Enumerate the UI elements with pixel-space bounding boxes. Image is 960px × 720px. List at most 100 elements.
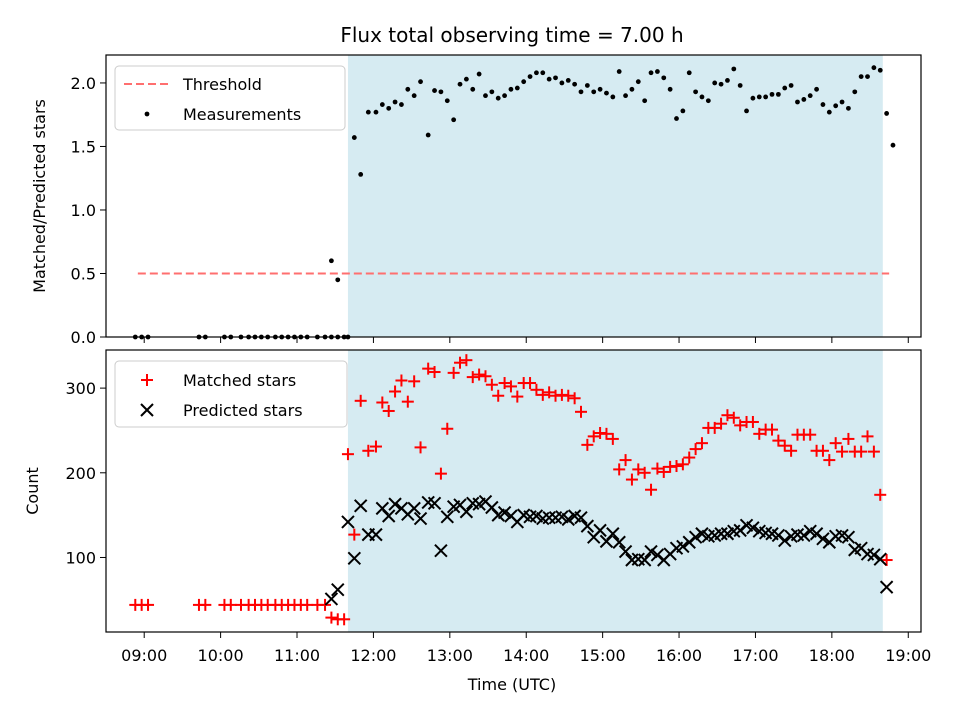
matched-star-point [428, 366, 441, 379]
predicted-star-point [369, 527, 383, 542]
matched-star-point [645, 483, 658, 496]
matched-star-point [422, 362, 435, 375]
ratio-y-tick-label: 2.0 [71, 74, 96, 93]
measurement-point [604, 90, 609, 96]
measurement-point [457, 81, 463, 87]
measurement-point [476, 71, 482, 77]
measurement-point [699, 94, 705, 100]
measurement-point [775, 91, 781, 97]
x-axis-label: Time (UTC) [467, 675, 556, 694]
time-x-tick-label: 15:00 [580, 646, 626, 665]
matched-star-point [369, 440, 382, 453]
measurement-point [884, 111, 890, 116]
measurement-point [425, 132, 431, 138]
matched-star-point [676, 458, 689, 471]
measurement-point [616, 69, 622, 74]
matched-star-point [301, 598, 314, 611]
matched-star-point [224, 598, 237, 611]
predicted-star-point [459, 505, 474, 519]
measurement-point [680, 108, 686, 114]
predicted-star-point [407, 501, 421, 516]
predicted-star-point [542, 510, 556, 525]
counts-y-tick-label: 100 [65, 548, 96, 567]
matched-star-point [498, 377, 511, 390]
measurement-point [750, 95, 756, 101]
measurement-point [674, 116, 679, 121]
predicted-star-point [873, 552, 887, 566]
matched-star-point [568, 392, 581, 405]
matched-star-point [574, 405, 587, 418]
measurement-point [405, 86, 411, 92]
time-x-tick-label: 09:00 [121, 646, 167, 665]
matched-star-point [401, 395, 414, 408]
predicted-star-point [341, 515, 355, 529]
predicted-star-point [593, 523, 607, 538]
measurement-point [553, 75, 558, 81]
matched-star-point [142, 598, 155, 611]
ratio-legend: Threshold Measurements [114, 65, 346, 131]
ratio-legend-box [114, 65, 346, 131]
matched-stars-legend-label: Matched stars [183, 371, 296, 390]
matched-star-point [715, 417, 728, 430]
matched-star-point [867, 445, 880, 458]
ratio-panel: 0.00.51.01.52.0 Matched/Predicted stars … [30, 54, 922, 347]
measurement-point [629, 86, 635, 92]
ratio-y-ticks: 0.0 0.5 1.0 1.5 2.0 [71, 74, 106, 347]
measurement-point [839, 99, 845, 105]
predicted-star-point [574, 510, 588, 525]
predicted-star-point [637, 553, 652, 567]
measurement-point [565, 78, 571, 83]
measurement-point [635, 79, 641, 85]
time-x-tick-label: 19:00 [885, 646, 931, 665]
matched-star-point [772, 434, 785, 447]
time-x-ticks: 09:00 10:00 11:00 12:00 13:00 14:00 15:00 16:00… [121, 337, 931, 665]
measurement-point [871, 65, 877, 71]
measurement-point [833, 103, 839, 109]
measurement-point [852, 89, 858, 95]
matched-star-point [638, 466, 651, 479]
counts-legend: Matched stars Predicted stars [114, 360, 348, 428]
measurement-point [737, 83, 743, 88]
matched-star-point [382, 404, 395, 417]
matched-star-point [625, 473, 638, 486]
matched-star-point [657, 465, 670, 478]
measurement-point [661, 75, 667, 81]
ratio-y-tick-label: 1.0 [71, 201, 96, 220]
matched-star-point [524, 377, 537, 390]
counts-legend-box [114, 360, 348, 428]
matched-star-point [880, 554, 893, 567]
matched-star-point [689, 443, 702, 456]
measurement-point [890, 142, 896, 148]
measurement-point [865, 74, 870, 79]
measurement-point [365, 109, 371, 115]
matched-star-point [530, 383, 543, 396]
matched-star-point [766, 423, 779, 436]
matched-star-point [829, 437, 842, 450]
predicted-star-point [331, 582, 345, 597]
predicted-star-point [388, 497, 402, 511]
counts-y-axis-label: Count [23, 467, 42, 515]
predicted-star-point [612, 535, 626, 549]
measurement-point [788, 83, 794, 88]
measurements-legend-label: Measurements [183, 105, 301, 124]
predicted-star-point [413, 511, 428, 526]
measurement-point [508, 86, 514, 92]
matched-star-point [632, 463, 645, 476]
matched-star-point [434, 467, 447, 480]
predicted-star-point [440, 510, 454, 524]
measurement-point [392, 99, 398, 105]
counts-shaded-interval [347, 350, 883, 632]
measurement-point [328, 258, 334, 264]
measurement-point [495, 95, 501, 101]
matched-star-point [861, 430, 874, 443]
predicted-star-point [676, 539, 690, 554]
predicted-star-point [324, 592, 339, 606]
matched-star-point [376, 396, 389, 409]
measurement-point [418, 79, 423, 85]
measurement-point [642, 98, 648, 104]
counts-plot-frame [105, 349, 922, 633]
measurement-point [686, 70, 692, 76]
predicted-star-point [427, 496, 442, 510]
matched-star-point [492, 389, 505, 402]
